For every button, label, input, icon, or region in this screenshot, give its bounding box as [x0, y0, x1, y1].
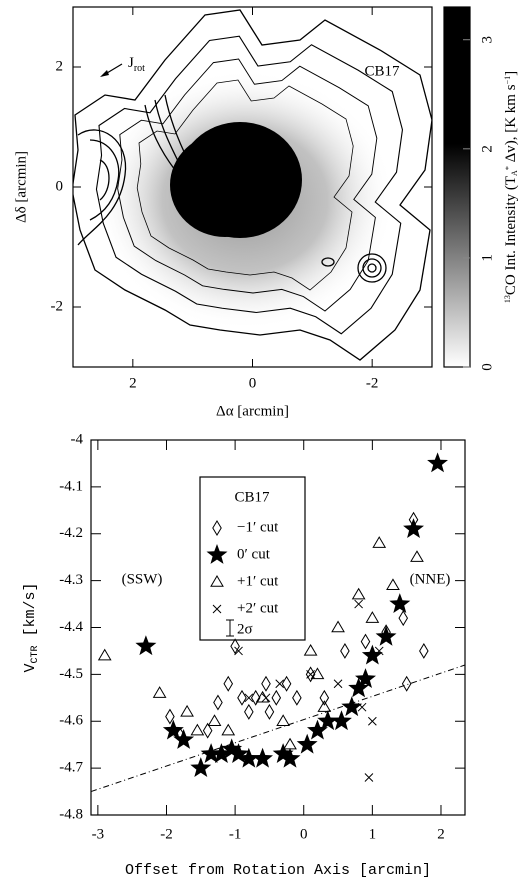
diamond-marker [265, 705, 273, 719]
y-tick-label: 0 [56, 178, 64, 194]
x-tick-label: 0 [300, 826, 308, 842]
cross-marker [365, 774, 373, 782]
triangle-marker [332, 622, 344, 632]
diamond-marker [214, 696, 222, 710]
diamond-marker [282, 677, 290, 691]
y-tick-label: -4 [71, 431, 84, 447]
triangle-marker [318, 701, 330, 711]
triangle-marker [154, 687, 166, 697]
triangle-marker [191, 725, 203, 735]
label-part: CO Int. Intensity (T [503, 176, 519, 295]
y-tick-label: -4.5 [59, 666, 83, 682]
fit-line [91, 665, 465, 792]
diamond-marker [399, 611, 407, 625]
star-marker [427, 452, 448, 472]
colorbar [444, 7, 470, 367]
label-part: −1 [503, 76, 512, 85]
annotation: (NNE) [410, 571, 451, 587]
triangle-marker [366, 612, 378, 622]
triangle-marker [99, 650, 111, 660]
diamond-marker [272, 691, 280, 705]
label-part: V [22, 664, 39, 673]
y-tick-label: -4.6 [59, 713, 83, 729]
diamond-marker [341, 644, 349, 658]
x-axis-label: Δα [arcmin] [216, 403, 289, 419]
triangle-marker [387, 579, 399, 589]
y-axis-label: Δδ [arcmin] [13, 151, 29, 223]
diamond-marker [245, 705, 253, 719]
arrow-head [100, 70, 109, 77]
triangle-marker [353, 589, 365, 599]
arrow-label: Jrot [128, 55, 145, 74]
diamond-marker [420, 644, 428, 658]
triangle-marker [305, 645, 317, 655]
star-marker [389, 593, 410, 613]
colorbar-tick-label: 2 [479, 145, 495, 153]
x-tick-label: 1 [369, 826, 377, 842]
x-tick-label: -3 [92, 826, 105, 842]
triangle-marker [181, 706, 193, 716]
x-tick-label: -1 [229, 826, 242, 842]
y-tick-label: 2 [56, 58, 64, 74]
label-part: [km/s] [22, 582, 39, 645]
cross-marker [334, 680, 342, 688]
cross-marker [358, 703, 366, 711]
diamond-marker [262, 677, 270, 691]
legend-label: 0′ cut [237, 546, 271, 562]
triangle-marker [222, 725, 234, 735]
triangle-marker [411, 551, 423, 561]
diamond-marker [361, 635, 369, 649]
legend-label: +2′ cut [237, 600, 279, 616]
colorbar-tick-label: 3 [479, 36, 495, 44]
label-part: Δv), [K km s [503, 84, 519, 166]
label-part: ] [503, 71, 519, 76]
star-marker [403, 518, 424, 538]
triangle-marker [284, 739, 296, 749]
triangle-marker [277, 715, 289, 725]
diamond-marker [402, 677, 410, 691]
colorbar-tick-label: 1 [479, 254, 495, 262]
annotation: (SSW) [122, 571, 163, 587]
colorbar-tick-label: 0 [479, 363, 495, 371]
label-part: rot [134, 63, 145, 74]
y-tick-label: -4.7 [59, 760, 83, 776]
label-part: 13 [503, 295, 512, 303]
x-tick-label: -2 [366, 375, 379, 391]
cross-marker [262, 694, 270, 702]
star-marker [376, 626, 397, 646]
diamond-marker [320, 691, 328, 705]
diamond-marker [293, 691, 301, 705]
y-tick-label: -2 [51, 298, 64, 314]
legend-errorbar-label: 2σ [237, 621, 253, 637]
legend-title: CB17 [234, 489, 270, 505]
legend-label: −1′ cut [237, 519, 279, 535]
triangle-marker [373, 537, 385, 547]
diamond-marker [238, 691, 246, 705]
star-marker [341, 696, 362, 716]
cross-marker [368, 717, 376, 725]
map-title: CB17 [364, 63, 400, 79]
y-tick-label: -4.8 [59, 806, 83, 822]
x-tick-label: 2 [129, 375, 137, 391]
triangle-marker [209, 715, 221, 725]
y-tick-label: -4.3 [59, 572, 83, 588]
colorbar-label: 13CO Int. Intensity (TA* Δv), [K km s−1] [503, 71, 520, 303]
x-axis-label: Offset from Rotation Axis [arcmin] [125, 862, 431, 879]
y-axis-label: VCTR [km/s] [22, 582, 41, 672]
y-tick-label: -4.4 [59, 619, 83, 635]
figure: 2 0 -2 2 0 -2 Δα [arcmin] Δδ [arcmin] CB17 Jrot 0 1… [0, 0, 525, 884]
diamond-marker [224, 677, 232, 691]
star-marker [135, 635, 156, 655]
cross-marker [355, 600, 363, 608]
star-marker [252, 748, 273, 768]
legend-label: +1′ cut [237, 573, 279, 589]
y-tick-label: -4.2 [59, 525, 83, 541]
label-part: CTR [30, 645, 41, 663]
y-tick-label: -4.1 [59, 478, 83, 494]
x-tick-label: 0 [249, 375, 257, 391]
x-tick-label: 2 [437, 826, 445, 842]
x-tick-label: -2 [160, 826, 173, 842]
